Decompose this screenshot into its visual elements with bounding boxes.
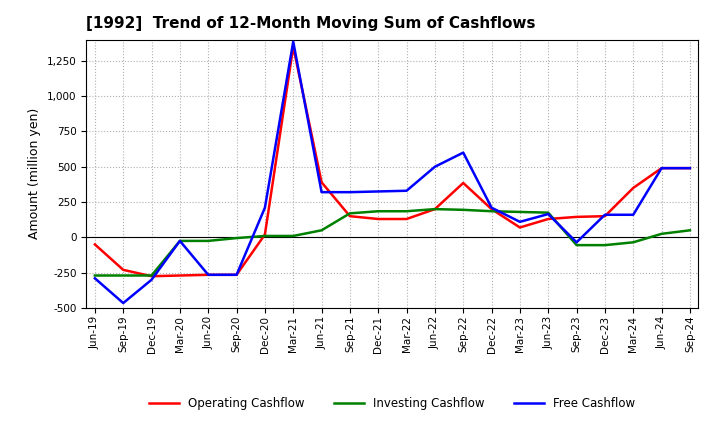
Free Cashflow [431,164,439,169]
Operating Cashflow [233,272,241,278]
Investing Cashflow [487,209,496,214]
Operating Cashflow [459,180,467,186]
Free Cashflow [544,211,552,216]
Legend: Operating Cashflow, Investing Cashflow, Free Cashflow: Operating Cashflow, Investing Cashflow, … [145,392,640,415]
Investing Cashflow [374,209,382,214]
Free Cashflow [233,272,241,278]
Free Cashflow [657,165,666,171]
Investing Cashflow [233,235,241,241]
Investing Cashflow [289,233,297,238]
Investing Cashflow [657,231,666,236]
Operating Cashflow [148,274,156,279]
Investing Cashflow [119,273,127,278]
Operating Cashflow [91,242,99,247]
Operating Cashflow [685,165,694,171]
Investing Cashflow [431,206,439,212]
Operating Cashflow [402,216,411,222]
Free Cashflow [685,165,694,171]
Investing Cashflow [402,209,411,214]
Operating Cashflow [261,232,269,237]
Y-axis label: Amount (million yen): Amount (million yen) [28,108,41,239]
Investing Cashflow [261,233,269,238]
Free Cashflow [459,150,467,155]
Free Cashflow [346,190,354,195]
Operating Cashflow [431,206,439,212]
Investing Cashflow [318,227,326,233]
Operating Cashflow [544,216,552,222]
Free Cashflow [91,276,99,281]
Free Cashflow [516,219,524,224]
Free Cashflow [629,212,637,217]
Free Cashflow [261,205,269,210]
Investing Cashflow [629,240,637,245]
Operating Cashflow [176,273,184,278]
Investing Cashflow [91,273,99,278]
Free Cashflow [318,190,326,195]
Operating Cashflow [487,206,496,212]
Free Cashflow [600,212,609,217]
Operating Cashflow [346,213,354,219]
Free Cashflow [176,238,184,244]
Free Cashflow [289,39,297,44]
Free Cashflow [487,205,496,210]
Investing Cashflow [204,238,212,244]
Free Cashflow [119,301,127,306]
Investing Cashflow [572,242,581,248]
Investing Cashflow [148,273,156,278]
Line: Operating Cashflow: Operating Cashflow [95,47,690,276]
Investing Cashflow [176,238,184,244]
Line: Free Cashflow: Free Cashflow [95,42,690,303]
Operating Cashflow [374,216,382,222]
Investing Cashflow [516,209,524,215]
Line: Investing Cashflow: Investing Cashflow [95,209,690,275]
Free Cashflow [148,277,156,282]
Investing Cashflow [346,211,354,216]
Operating Cashflow [204,272,212,278]
Operating Cashflow [657,165,666,171]
Operating Cashflow [516,225,524,230]
Operating Cashflow [629,185,637,191]
Investing Cashflow [459,207,467,213]
Text: [1992]  Trend of 12-Month Moving Sum of Cashflows: [1992] Trend of 12-Month Moving Sum of C… [86,16,536,32]
Operating Cashflow [572,214,581,220]
Free Cashflow [572,240,581,245]
Free Cashflow [204,272,212,278]
Investing Cashflow [600,242,609,248]
Investing Cashflow [544,210,552,215]
Operating Cashflow [318,180,326,185]
Investing Cashflow [685,227,694,233]
Free Cashflow [402,188,411,194]
Free Cashflow [374,189,382,194]
Operating Cashflow [600,213,609,219]
Operating Cashflow [289,44,297,49]
Operating Cashflow [119,267,127,272]
